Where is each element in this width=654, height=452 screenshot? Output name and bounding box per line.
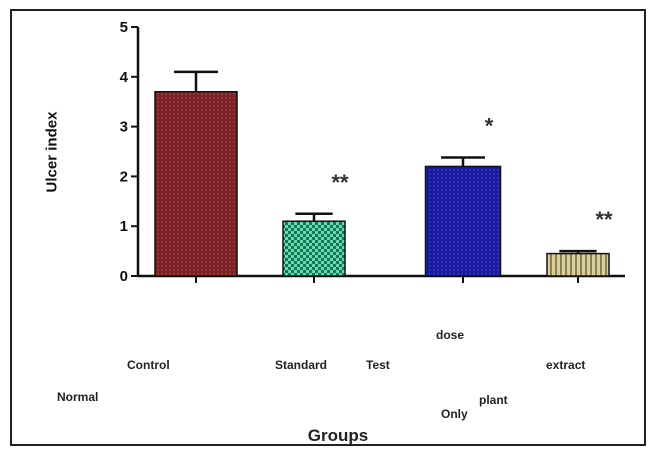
y-axis-label: Ulcer index xyxy=(43,111,61,193)
category-label-plant: plant xyxy=(479,393,508,407)
category-label-normal: Normal xyxy=(57,390,99,404)
category-label-extract: extract xyxy=(546,358,586,372)
bars: ***** xyxy=(154,70,613,277)
significance-label: ** xyxy=(331,170,349,195)
bar xyxy=(154,90,238,277)
category-label-only: Only xyxy=(441,407,468,421)
significance-label: * xyxy=(485,113,494,138)
y-tick-label: 5 xyxy=(120,19,128,36)
y-tick-label: 0 xyxy=(120,268,128,285)
bar xyxy=(546,252,610,277)
category-label-standard: Standard xyxy=(275,358,328,372)
y-tick-label: 2 xyxy=(120,168,128,185)
y-tick-label: 1 xyxy=(120,218,128,235)
category-label-control: Control xyxy=(127,358,170,372)
x-axis-label: Groups xyxy=(307,426,369,445)
bar xyxy=(424,165,502,277)
category-label-dose: dose xyxy=(436,328,465,342)
significance-label: ** xyxy=(595,207,613,232)
bar xyxy=(282,220,346,277)
y-tick-label: 4 xyxy=(120,69,129,86)
y-tick-label: 3 xyxy=(120,119,128,136)
category-label-test: Test xyxy=(366,358,390,372)
